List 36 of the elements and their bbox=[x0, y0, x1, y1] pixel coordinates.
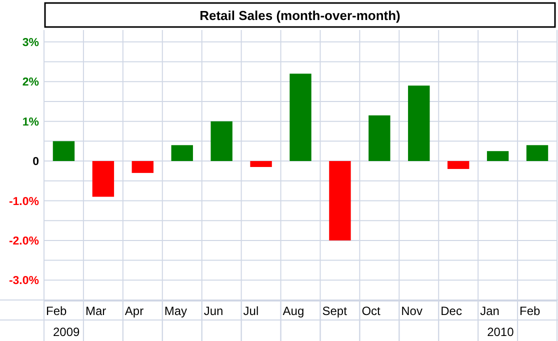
y-tick-label: 1% bbox=[22, 116, 39, 128]
x-tick-label: Feb bbox=[46, 304, 68, 318]
x-tick-label: Oct bbox=[362, 304, 382, 318]
x-tick-label: Feb bbox=[520, 304, 541, 318]
y-tick-label: 0 bbox=[32, 156, 39, 168]
text: 2009 bbox=[53, 325, 80, 339]
x-tick-label: May bbox=[164, 304, 188, 318]
x-tick-label: Apr bbox=[124, 304, 144, 318]
bar bbox=[250, 161, 272, 167]
bar bbox=[210, 121, 232, 162]
x-tick-label: Jan bbox=[480, 304, 500, 318]
x-tick-label: Sept bbox=[322, 304, 348, 318]
y-tick-label: -3.0% bbox=[8, 275, 39, 288]
bar bbox=[52, 141, 75, 162]
y-tick-label: 2% bbox=[22, 76, 39, 89]
bar bbox=[526, 145, 548, 162]
x-tick-label: Aug bbox=[282, 304, 304, 318]
bar bbox=[92, 161, 114, 197]
x-tick-label: Mar bbox=[85, 304, 106, 318]
bar bbox=[486, 151, 509, 162]
bar bbox=[408, 86, 430, 162]
y-tick-label: 3% bbox=[22, 36, 39, 49]
bar bbox=[290, 74, 312, 162]
bar bbox=[368, 115, 390, 162]
y-tick-label: -1.0% bbox=[8, 196, 39, 208]
text: 2010 bbox=[487, 325, 514, 339]
x-tick-label: Jul bbox=[243, 304, 259, 318]
x-tick-label: Nov bbox=[401, 304, 422, 318]
x-tick-label: Dec bbox=[440, 304, 462, 318]
y-tick-label: -2.0% bbox=[8, 235, 39, 248]
bar bbox=[329, 161, 351, 240]
bar bbox=[447, 161, 470, 169]
bar bbox=[132, 161, 154, 173]
chart-title: Retail Sales (month-over-month) bbox=[200, 8, 400, 23]
x-tick-label: Jun bbox=[204, 304, 224, 318]
bar bbox=[171, 145, 193, 162]
